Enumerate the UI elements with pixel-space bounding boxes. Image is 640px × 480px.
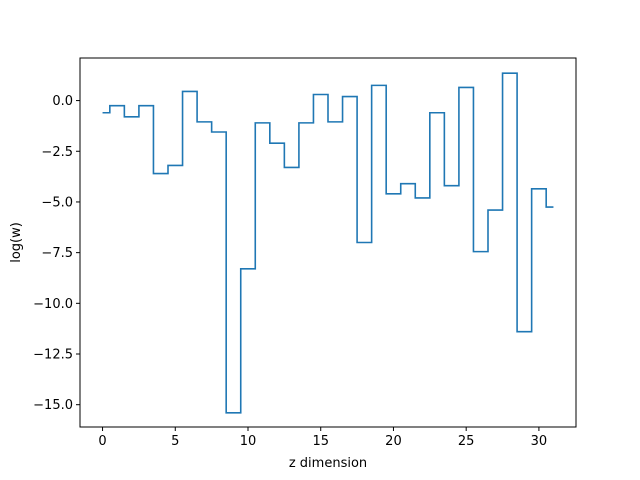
y-tick-label: −7.5	[41, 246, 73, 261]
x-tick-label: 15	[312, 434, 329, 449]
plot-frame	[79, 57, 577, 428]
y-axis: 0.0 −2.5 −5.0 −7.5 −10.0 −12.5 −15.0	[33, 94, 80, 413]
x-axis: 0 5 10 15 20 25 30	[98, 427, 547, 449]
y-tick-label: 0.0	[52, 94, 73, 109]
y-tick-label: −2.5	[41, 145, 73, 160]
x-axis-label: z dimension	[289, 456, 367, 471]
x-tick-label: 0	[98, 434, 106, 449]
x-tick-label: 5	[171, 434, 179, 449]
x-tick-label: 10	[240, 434, 257, 449]
series-line	[102, 72, 554, 414]
x-tick-label: 25	[458, 434, 475, 449]
y-tick-label: −5.0	[41, 195, 73, 210]
y-tick-label: −15.0	[33, 398, 73, 413]
y-tick-label: −12.5	[33, 348, 73, 363]
x-tick-label: 20	[385, 434, 402, 449]
x-tick-label: 30	[531, 434, 548, 449]
y-tick-label: −10.0	[33, 297, 73, 312]
y-axis-label: log(w)	[9, 222, 24, 263]
